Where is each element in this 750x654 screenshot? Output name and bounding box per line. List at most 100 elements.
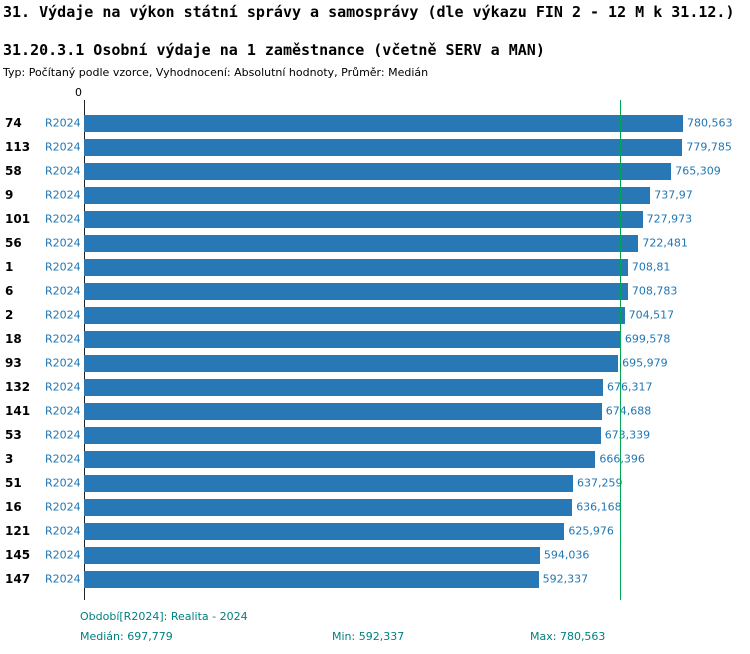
chart-row: 58 R2024 765,309 xyxy=(0,159,750,183)
chart-row: 141 R2024 674,688 xyxy=(0,399,750,423)
row-value-label: 674,688 xyxy=(605,404,652,418)
chart-meta-line: Typ: Počítaný podle vzorce, Vyhodnocení:… xyxy=(3,66,429,79)
row-id-label: 93 xyxy=(5,356,22,370)
row-value-label: 708,81 xyxy=(631,260,671,274)
value-bar[interactable] xyxy=(84,354,619,372)
chart-row: 74 R2024 780,563 xyxy=(0,111,750,135)
row-period-label: R2024 xyxy=(45,500,81,514)
value-bar[interactable] xyxy=(84,282,628,300)
row-value-label: 722,481 xyxy=(642,236,688,250)
row-period-label: R2024 xyxy=(45,404,81,418)
row-value-label: 779,785 xyxy=(686,140,732,154)
row-period-label: R2024 xyxy=(45,548,81,562)
row-period-label: R2024 xyxy=(45,284,81,298)
axis-zero-tick-label: 0 xyxy=(75,86,82,99)
row-period-label: R2024 xyxy=(45,188,81,202)
row-value-label: 780,563 xyxy=(687,116,733,130)
row-period-label: R2024 xyxy=(45,452,81,466)
value-bar[interactable] xyxy=(84,570,539,588)
chart-row: 121 R2024 625,976 xyxy=(0,519,750,543)
chart-row: 3 R2024 666,396 xyxy=(0,447,750,471)
row-id-label: 18 xyxy=(5,332,22,346)
footer-max-label: Max: 780,563 xyxy=(530,630,606,643)
axis-line xyxy=(84,100,85,600)
row-id-label: 101 xyxy=(5,212,31,226)
value-bar[interactable] xyxy=(84,162,672,180)
value-bar[interactable] xyxy=(84,186,651,204)
row-period-label: R2024 xyxy=(45,116,81,130)
row-value-label: 695,979 xyxy=(622,356,668,370)
row-id-label: 51 xyxy=(5,476,22,490)
chart-row: 1 R2024 708,81 xyxy=(0,255,750,279)
row-period-label: R2024 xyxy=(45,308,81,322)
chart-row: 6 R2024 708,783 xyxy=(0,279,750,303)
value-bar[interactable] xyxy=(84,210,643,228)
value-bar[interactable] xyxy=(84,474,573,492)
row-period-label: R2024 xyxy=(45,236,81,250)
row-id-label: 141 xyxy=(5,404,31,418)
row-value-label: 699,578 xyxy=(624,332,671,346)
row-period-label: R2024 xyxy=(45,356,81,370)
chart-row: 145 R2024 594,036 xyxy=(0,543,750,567)
row-value-label: 636,168 xyxy=(576,500,622,514)
chart-subtitle: 31.20.3.1 Osobní výdaje na 1 zaměstnance… xyxy=(3,41,545,59)
value-bar[interactable] xyxy=(84,426,601,444)
footer-min-label: Min: 592,337 xyxy=(332,630,405,643)
row-id-label: 147 xyxy=(5,572,31,586)
chart-row: 16 R2024 636,168 xyxy=(0,495,750,519)
page-title: 31. Výdaje na výkon státní správy a samo… xyxy=(3,3,735,21)
row-period-label: R2024 xyxy=(45,428,81,442)
row-period-label: R2024 xyxy=(45,380,81,394)
chart-row: 132 R2024 676,317 xyxy=(0,375,750,399)
footer-period-line: Období[R2024]: Realita - 2024 xyxy=(80,610,248,623)
value-bar[interactable] xyxy=(84,258,628,276)
row-id-label: 58 xyxy=(5,164,22,178)
value-bar[interactable] xyxy=(84,138,683,156)
chart-row: 18 R2024 699,578 xyxy=(0,327,750,351)
value-bar[interactable] xyxy=(84,330,621,348)
chart-row: 2 R2024 704,517 xyxy=(0,303,750,327)
row-value-label: 737,97 xyxy=(654,188,693,202)
value-bar[interactable] xyxy=(84,498,573,516)
value-bar[interactable] xyxy=(84,234,639,252)
row-id-label: 9 xyxy=(5,188,14,202)
row-value-label: 637,259 xyxy=(577,476,623,490)
chart-row: 53 R2024 673,339 xyxy=(0,423,750,447)
row-value-label: 676,317 xyxy=(607,380,653,394)
chart-rows: 74 R2024 780,563 113 R2024 779,785 58 R2024 765,… xyxy=(0,111,750,591)
value-bar[interactable] xyxy=(84,450,596,468)
chart-row: 56 R2024 722,481 xyxy=(0,231,750,255)
value-bar[interactable] xyxy=(84,114,683,132)
row-id-label: 145 xyxy=(5,548,31,562)
value-bar[interactable] xyxy=(84,402,602,420)
chart-row: 147 R2024 592,337 xyxy=(0,567,750,591)
row-id-label: 6 xyxy=(5,284,14,298)
value-bar[interactable] xyxy=(84,522,565,540)
row-period-label: R2024 xyxy=(45,332,81,346)
row-period-label: R2024 xyxy=(45,476,81,490)
row-id-label: 16 xyxy=(5,500,22,514)
value-bar[interactable] xyxy=(84,306,625,324)
row-period-label: R2024 xyxy=(45,140,81,154)
row-id-label: 1 xyxy=(5,260,14,274)
row-value-label: 592,337 xyxy=(542,572,589,586)
row-period-label: R2024 xyxy=(45,212,81,226)
row-period-label: R2024 xyxy=(45,572,81,586)
chart-row: 101 R2024 727,973 xyxy=(0,207,750,231)
value-bar[interactable] xyxy=(84,546,540,564)
row-id-label: 3 xyxy=(5,452,14,466)
row-period-label: R2024 xyxy=(45,524,81,538)
row-value-label: 727,973 xyxy=(646,212,693,226)
row-value-label: 594,036 xyxy=(543,548,590,562)
row-value-label: 666,396 xyxy=(599,452,645,466)
value-bar[interactable] xyxy=(84,378,603,396)
row-value-label: 704,517 xyxy=(628,308,675,322)
row-value-label: 673,339 xyxy=(604,428,651,442)
row-id-label: 132 xyxy=(5,380,31,394)
row-period-label: R2024 xyxy=(45,164,81,178)
row-id-label: 113 xyxy=(5,140,31,154)
row-id-label: 56 xyxy=(5,236,22,250)
chart-row: 93 R2024 695,979 xyxy=(0,351,750,375)
row-id-label: 74 xyxy=(5,116,22,130)
